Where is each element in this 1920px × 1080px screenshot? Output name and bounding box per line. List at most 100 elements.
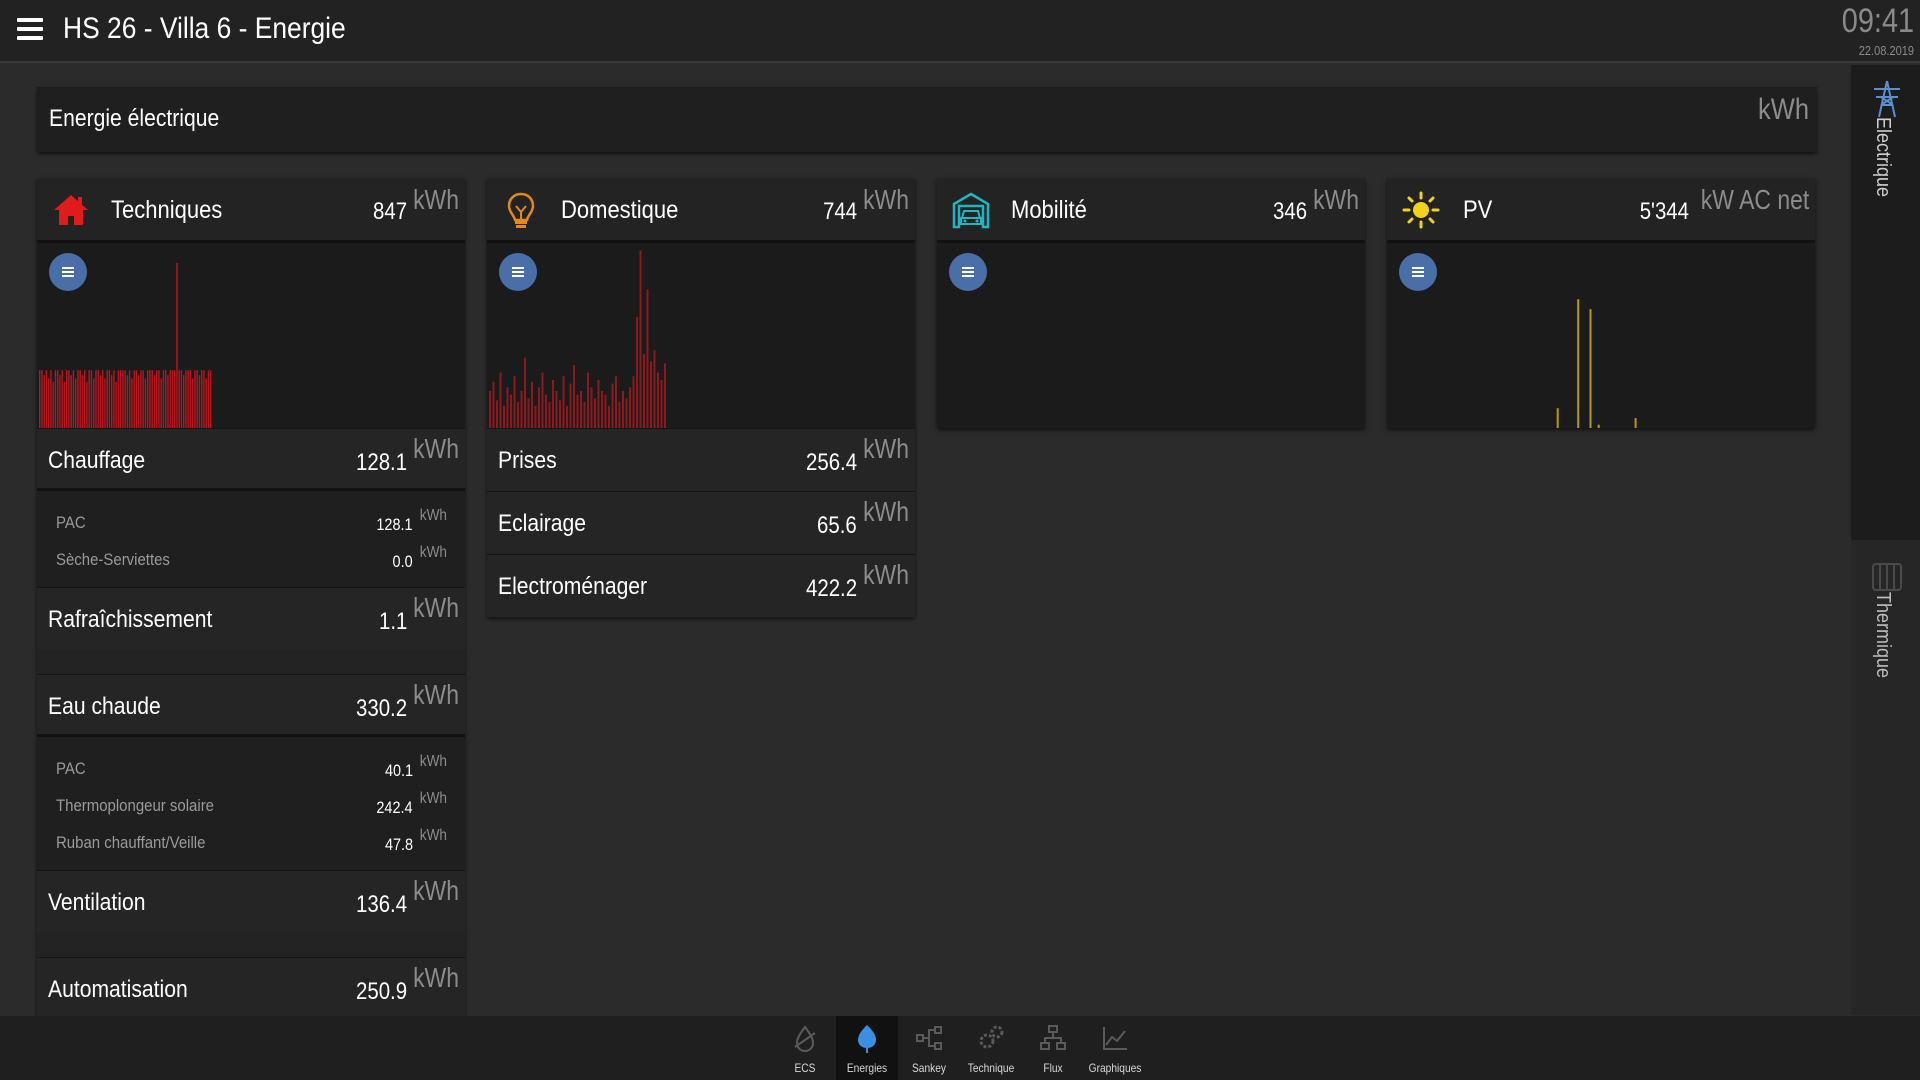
chart-bar [192, 378, 194, 428]
row-eau-chaude[interactable]: Eau chaude 330.2 kWh [37, 674, 465, 744]
chart-bar [205, 378, 207, 428]
chart-bar [1589, 309, 1592, 428]
row-chauffage[interactable]: Chauffage 128.1 kWh [37, 428, 465, 498]
nav-energies[interactable]: Energies [836, 1016, 898, 1080]
clock-time: 09:41 [1841, 2, 1914, 40]
card-pv-unit: kW AC net [1700, 184, 1809, 215]
chart-bar [555, 391, 558, 428]
bottom-nav: ECS Energies Sankey Technique [0, 1016, 1920, 1080]
ecs-icon [794, 1025, 816, 1053]
garage-car-icon [952, 192, 990, 229]
chart-bar [176, 263, 178, 428]
nav-sankey[interactable]: Sankey [898, 1016, 960, 1080]
chart-bar [531, 381, 533, 428]
chart-bar [97, 370, 99, 428]
chart-bar [126, 375, 129, 428]
chart-bar [86, 381, 88, 428]
side-tab-electrique[interactable]: Electrique [1851, 65, 1920, 540]
chart-menu-button[interactable] [49, 253, 87, 291]
chart-bar [499, 372, 502, 428]
row-label: Chauffage [48, 447, 146, 474]
chart-menu-button[interactable] [499, 253, 537, 291]
chart-bar [632, 376, 635, 428]
summary-label: Energie électrique [49, 105, 220, 132]
chart-bar [601, 391, 603, 428]
chart-bar [639, 250, 642, 428]
chart-bar [1577, 299, 1580, 428]
card-domestique-header[interactable]: Domestique 744 kWh [487, 178, 915, 250]
chart-bar [156, 370, 158, 428]
chart-bar [496, 400, 498, 428]
chart-bar [142, 370, 144, 428]
row-ventilation[interactable]: Ventilation 136.4 kWh [37, 870, 465, 933]
row-label: Electroménager [498, 573, 648, 600]
chauffage-subrows: PAC 128.1 kWh Sèche-Serviettes 0.0 kWh [37, 491, 465, 587]
row-label: Automatisation [48, 976, 188, 1003]
row-eclairage[interactable]: Eclairage 65.6 kWh [487, 491, 915, 554]
chart-bar [169, 370, 171, 428]
chart-bar [81, 375, 84, 428]
card-mobilite-value: 346 [1272, 198, 1307, 225]
row-value: 330.2 [355, 695, 407, 722]
chart-bar [63, 381, 66, 428]
card-mobilite-header[interactable]: Mobilité 346 kWh [937, 178, 1365, 250]
chart-bar [597, 379, 600, 428]
chart-bar [643, 354, 645, 428]
chart-bar [566, 405, 568, 428]
subrow-label: Sèche-Serviettes [56, 550, 170, 569]
row-rafraichissement[interactable]: Rafraîchissement 1.1 kWh [37, 587, 465, 650]
energies-drop-icon [858, 1025, 876, 1053]
chart-bar [95, 370, 97, 428]
chart-bar [604, 394, 607, 428]
chart-bar [151, 370, 153, 428]
chart-bar [187, 370, 189, 428]
side-tab-thermique[interactable]: Thermique [1851, 540, 1920, 1015]
hamburger-menu-icon[interactable] [17, 18, 43, 40]
row-unit: kWh [413, 875, 459, 906]
row-value: 65.6 [817, 512, 857, 539]
chart-bar [135, 370, 138, 428]
nav-ecs[interactable]: ECS [774, 1016, 836, 1080]
card-techniques-unit: kWh [413, 184, 459, 215]
card-mobilite: Mobilité 346 kWh [937, 178, 1365, 428]
card-domestique: Domestique 744 kWh Prises 256.4 kWh Ecla… [487, 178, 915, 617]
nav-flux[interactable]: Flux [1022, 1016, 1084, 1080]
header-bar: HS 26 - Villa 6 - Energie 09:41 22.08.20… [0, 0, 1920, 63]
chart-menu-button[interactable] [1399, 253, 1437, 291]
row-unit: kWh [413, 433, 459, 464]
chart-bar [203, 370, 205, 428]
subrow-label: Ruban chauffant/Veille [56, 833, 206, 852]
chart-bar [510, 394, 512, 428]
chart-bar [45, 370, 48, 428]
row-prises[interactable]: Prises 256.4 kWh [487, 428, 915, 491]
chart-bar [573, 365, 575, 428]
eau-chaude-subrows: PAC 40.1 kWh Thermoplongeur solaire 242.… [37, 737, 465, 870]
row-automatisation[interactable]: Automatisation 250.9 kWh [37, 957, 465, 1020]
chart-bar [210, 370, 212, 428]
chart-bar [131, 378, 133, 428]
row-value: 256.4 [805, 449, 857, 476]
chart-bar [1556, 408, 1559, 428]
chart-bar [198, 375, 201, 428]
chart-bar [552, 379, 554, 428]
chart-bar [165, 370, 167, 428]
card-pv-header[interactable]: PV 5'344 kW AC net [1387, 178, 1815, 250]
nav-technique[interactable]: Technique [960, 1016, 1022, 1080]
page-title: HS 26 - Villa 6 - Energie [63, 12, 346, 45]
chart-bar [594, 398, 596, 428]
chart-bar [158, 370, 160, 428]
chart-bar [590, 387, 593, 428]
subrow-pac: PAC 40.1 kWh [37, 751, 465, 788]
domestique-chart [487, 243, 915, 428]
row-electromenager[interactable]: Electroménager 422.2 kWh [487, 554, 915, 617]
chart-bar [75, 378, 77, 428]
card-techniques-header[interactable]: Techniques 847 kWh [37, 178, 465, 250]
chart-bar [185, 370, 187, 428]
chart-bar [50, 370, 52, 428]
chart-bar [646, 289, 649, 428]
chart-menu-button[interactable] [949, 253, 987, 291]
nav-label: Graphiques [1088, 1061, 1142, 1075]
heater-icon [1872, 563, 1902, 591]
chart-bar [517, 402, 519, 428]
nav-graphiques[interactable]: Graphiques [1084, 1016, 1146, 1080]
